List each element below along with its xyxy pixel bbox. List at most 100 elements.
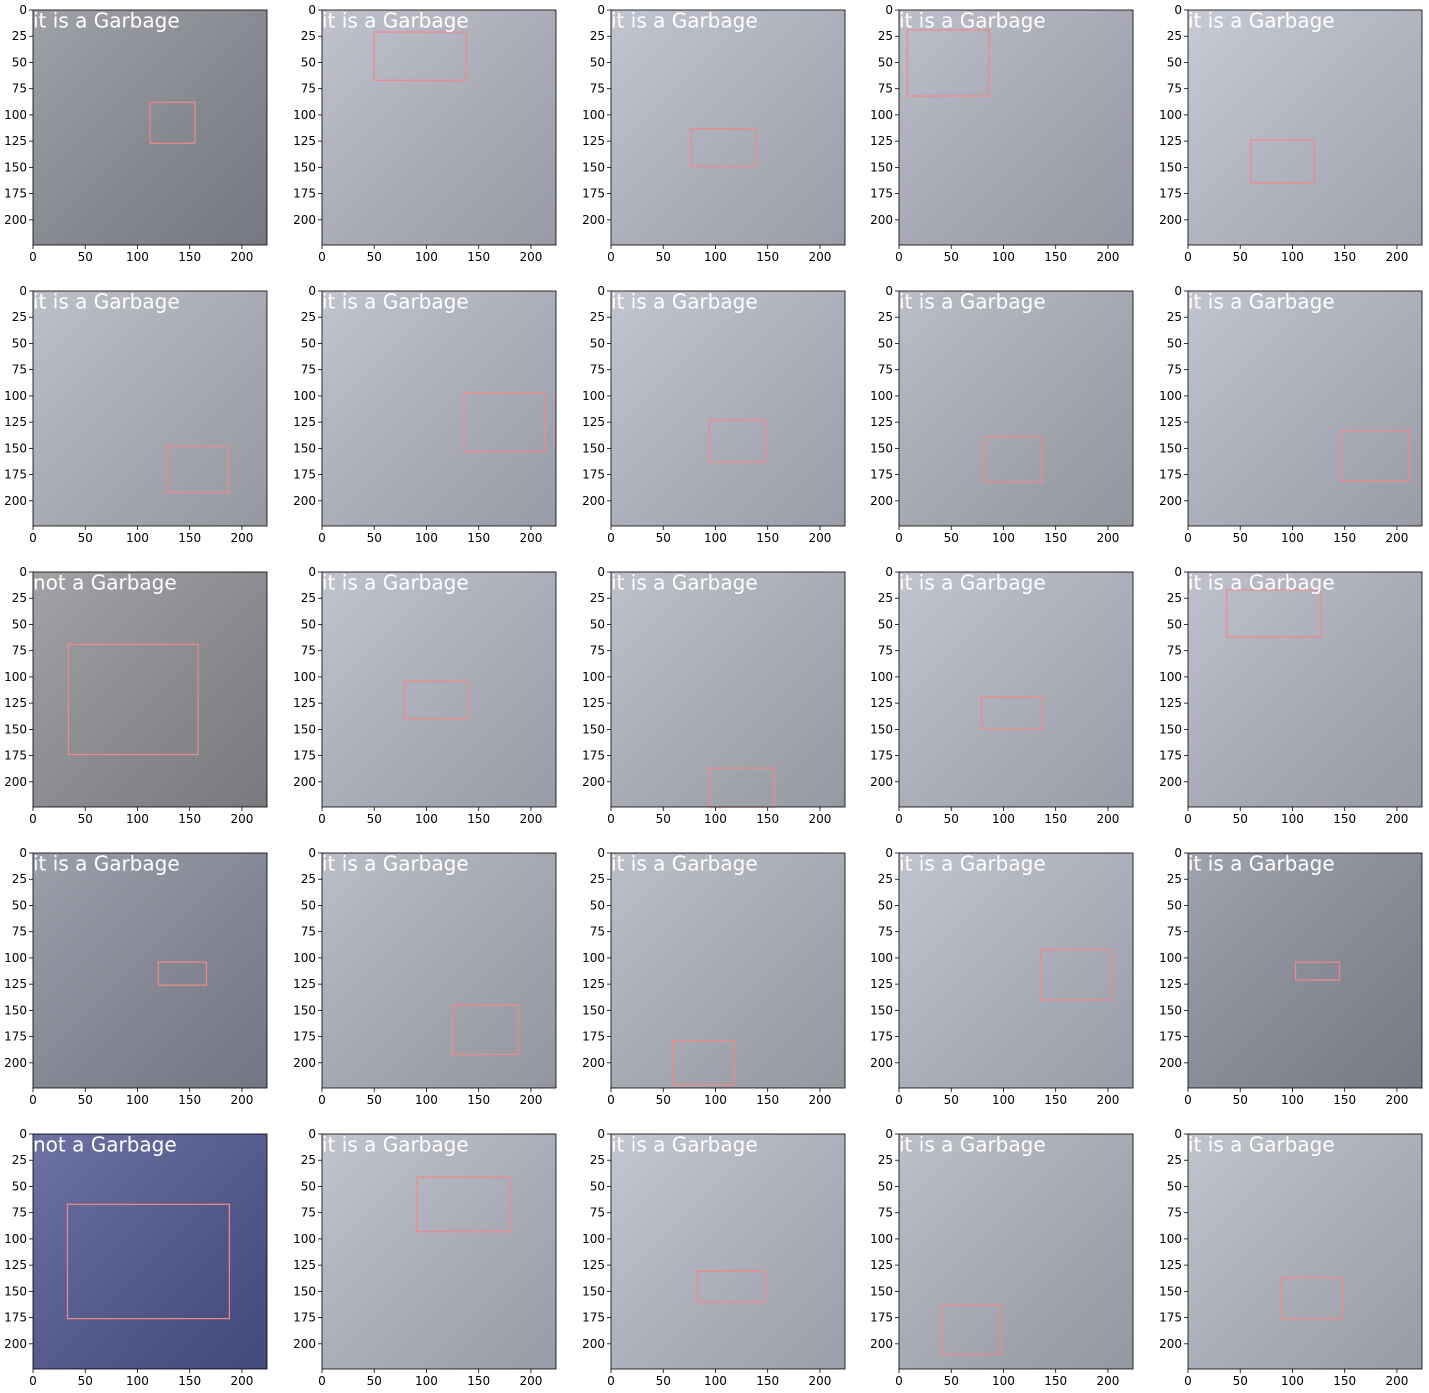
- y-tick-label: 75: [878, 363, 893, 377]
- y-tick-label: 25: [12, 591, 27, 605]
- y-tick-label: 175: [293, 468, 316, 482]
- y-tick-label: 50: [12, 1179, 27, 1193]
- bounding-box: [1294, 961, 1341, 981]
- x-tick-label: 50: [78, 812, 93, 826]
- y-tick-label: 150: [4, 722, 27, 736]
- y-tick-label: 0: [308, 565, 316, 579]
- x-tick-label: 100: [126, 250, 149, 264]
- y-tick-label: 50: [878, 336, 893, 350]
- y-tick-label: 50: [301, 1179, 316, 1193]
- y-tick-label: 150: [870, 1003, 893, 1017]
- y-tick-label: 50: [12, 336, 27, 350]
- y-tick-label: 25: [12, 872, 27, 886]
- y-tick-label: 200: [1159, 213, 1182, 227]
- x-tick-label: 100: [415, 1374, 438, 1388]
- y-tick-label: 125: [870, 415, 893, 429]
- panel: it is a Garbage 0 50 100 150 200 0 25 50 75 100 125…: [293, 565, 557, 826]
- y-tick-label: 0: [885, 284, 893, 298]
- y-tick-label: 50: [1167, 617, 1182, 631]
- x-tick-label: 150: [756, 1093, 779, 1107]
- x-tick-label: 50: [656, 812, 671, 826]
- y-tick-label: 125: [293, 134, 316, 148]
- panel: it is a Garbage 0 50 100 150 200 0 25 50 75 100 125…: [870, 1127, 1134, 1388]
- panel: it is a Garbage 0 50 100 150 200 0 25 50 75 100 125…: [582, 3, 846, 264]
- y-tick-label: 75: [1167, 644, 1182, 658]
- y-tick-label: 50: [878, 55, 893, 69]
- annotation: it is a Garbage: [899, 1133, 1046, 1157]
- y-tick-label: 175: [870, 1030, 893, 1044]
- bounding-box: [463, 392, 546, 453]
- annotation: it is a Garbage: [322, 1133, 469, 1157]
- y-tick-label: 75: [301, 1206, 316, 1220]
- bounding-box: [1226, 589, 1322, 638]
- y-tick-label: 175: [870, 468, 893, 482]
- bounding-box: [373, 31, 467, 81]
- x-tick-label: 150: [178, 1093, 201, 1107]
- y-tick-label: 150: [582, 1284, 605, 1298]
- y-tick-label: 200: [870, 1056, 893, 1070]
- y-tick-label: 25: [590, 1153, 605, 1167]
- y-tick-label: 100: [4, 670, 27, 684]
- x-tick-label: 0: [318, 250, 326, 264]
- y-tick-label: 125: [4, 977, 27, 991]
- x-tick-label: 200: [519, 812, 542, 826]
- y-tick-label: 175: [293, 187, 316, 201]
- x-tick-label: 200: [1385, 531, 1408, 545]
- x-tick-label: 0: [895, 1374, 903, 1388]
- panel: it is a Garbage 0 50 100 150 200 0 25 50 75 100 125…: [870, 846, 1134, 1107]
- y-tick-label: 50: [12, 617, 27, 631]
- y-tick-label: 175: [293, 1030, 316, 1044]
- y-tick-label: 0: [597, 284, 605, 298]
- panel: it is a Garbage 0 50 100 150 200 0 25 50 75 100 125…: [293, 3, 557, 264]
- photo-shade: [33, 572, 267, 807]
- bounding-box: [67, 643, 199, 756]
- y-tick-label: 75: [590, 644, 605, 658]
- x-tick-label: 50: [367, 812, 382, 826]
- x-tick-label: 50: [1233, 1374, 1248, 1388]
- y-tick-label: 75: [878, 82, 893, 96]
- y-tick-label: 25: [590, 29, 605, 43]
- axes-frame: [321, 571, 557, 808]
- y-tick-label: 100: [582, 1232, 605, 1246]
- x-tick-label: 0: [29, 250, 37, 264]
- y-tick-label: 200: [870, 494, 893, 508]
- axes-frame: [321, 852, 557, 1089]
- y-tick-label: 50: [1167, 336, 1182, 350]
- annotation: it is a Garbage: [1188, 852, 1335, 876]
- y-tick-label: 75: [301, 925, 316, 939]
- y-tick-label: 75: [1167, 82, 1182, 96]
- annotation: it is a Garbage: [1188, 1133, 1335, 1157]
- photo-shade: [33, 1134, 267, 1369]
- annotation: it is a Garbage: [899, 290, 1046, 314]
- x-tick-label: 200: [1096, 531, 1119, 545]
- y-tick-label: 50: [1167, 55, 1182, 69]
- y-tick-label: 100: [4, 108, 27, 122]
- x-tick-label: 50: [78, 250, 93, 264]
- y-tick-label: 50: [1167, 898, 1182, 912]
- bounding-box: [66, 1203, 230, 1320]
- y-tick-label: 25: [878, 29, 893, 43]
- panel: it is a Garbage 0 50 100 150 200 0 25 50 75 100 125…: [582, 565, 846, 826]
- y-tick-label: 150: [870, 160, 893, 174]
- axes-frame: [898, 571, 1134, 808]
- photo-shade: [899, 10, 1133, 245]
- y-tick-label: 25: [301, 29, 316, 43]
- x-tick-label: 150: [467, 531, 490, 545]
- photo-shade: [322, 291, 556, 526]
- y-tick-label: 75: [12, 82, 27, 96]
- y-tick-label: 200: [870, 775, 893, 789]
- y-tick-label: 175: [4, 1030, 27, 1044]
- y-tick-label: 0: [1174, 1127, 1182, 1141]
- y-tick-label: 150: [1159, 160, 1182, 174]
- x-tick-label: 200: [1096, 250, 1119, 264]
- y-tick-label: 25: [878, 310, 893, 324]
- bounding-box: [690, 127, 757, 167]
- axes-frame: [1187, 290, 1423, 527]
- y-tick-label: 175: [870, 1311, 893, 1325]
- y-tick-label: 200: [1159, 1056, 1182, 1070]
- x-tick-label: 50: [656, 531, 671, 545]
- y-tick-label: 150: [870, 722, 893, 736]
- y-tick-label: 0: [1174, 3, 1182, 17]
- y-tick-label: 25: [1167, 872, 1182, 886]
- annotation: it is a Garbage: [33, 290, 180, 314]
